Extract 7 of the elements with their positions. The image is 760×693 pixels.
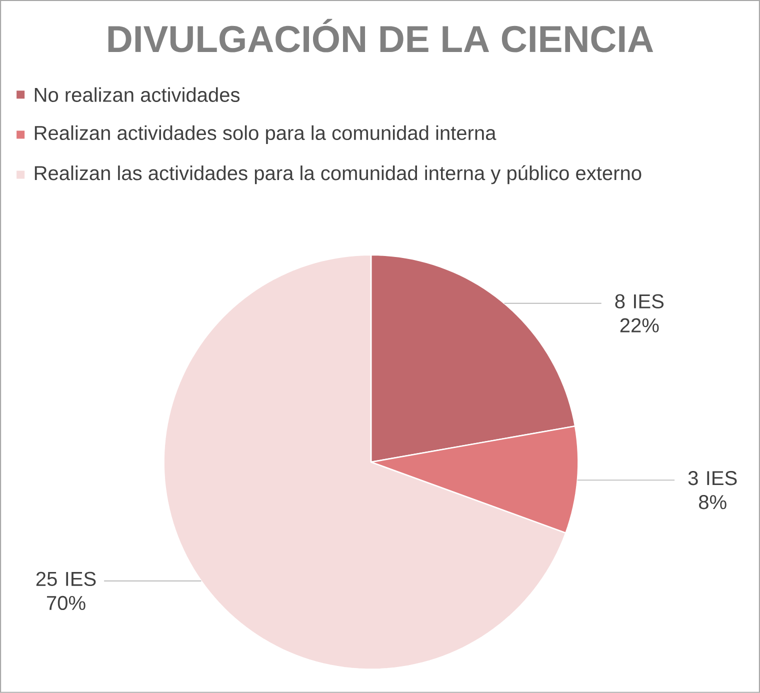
data-label: 8 IES 22% — [615, 294, 664, 332]
data-label: 3 IES 8% — [688, 471, 737, 510]
legend-label: Realizan actividades solo para la comunidad interna — [34, 125, 496, 144]
chart-title: DIVULGACIÓN DE LA CIENCIA — [108, 18, 654, 52]
data-label: 25 IES 70% — [36, 572, 96, 610]
legend-label: Realizan las actividades para la comunidad interna y público externo — [34, 165, 642, 184]
legend-label: No realizan actividades — [34, 87, 240, 102]
